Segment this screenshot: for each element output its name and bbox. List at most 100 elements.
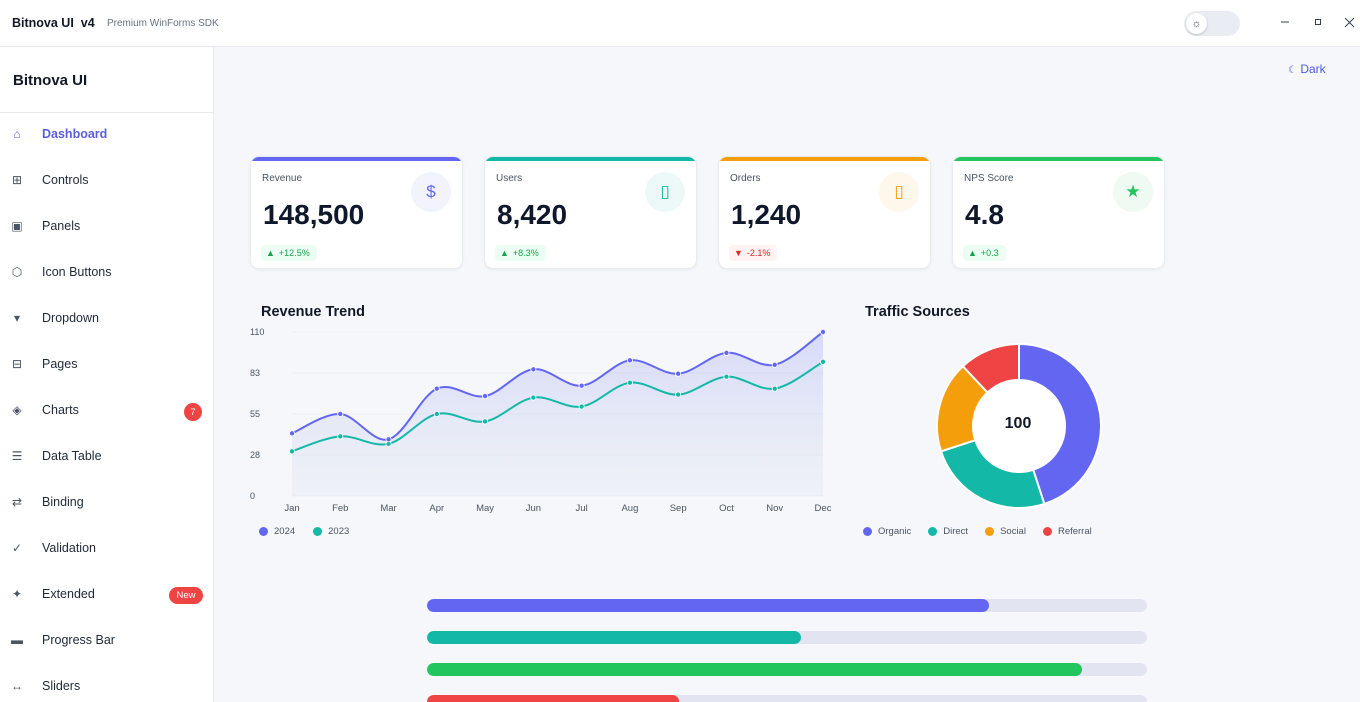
sidebar-brand: Bitnova UI xyxy=(13,72,88,89)
dark-mode-label: Dark xyxy=(1300,62,1326,76)
x-tick-label: Dec xyxy=(815,503,832,514)
y-tick-label: 83 xyxy=(250,368,260,378)
x-tick-label: Feb xyxy=(332,503,348,514)
sidebar-item-sliders[interactable]: ↔ Sliders xyxy=(0,664,213,702)
data-point xyxy=(771,361,778,368)
legend-label: 2023 xyxy=(328,526,350,537)
badge: 7 xyxy=(184,403,202,421)
dark-mode-link[interactable]: ☾ Dark xyxy=(1288,62,1326,76)
kpi-value: 148,500 xyxy=(263,199,365,230)
sidebar-item-pages[interactable]: ⊟ Pages xyxy=(0,342,213,388)
moon-icon: ☾ xyxy=(1288,65,1297,76)
x-tick-label: May xyxy=(476,503,494,514)
arrows-horizontal-icon: ↔ xyxy=(11,679,23,693)
x-tick-label: Mar xyxy=(380,503,396,514)
data-point xyxy=(433,411,440,418)
legend-item: Referral xyxy=(1042,526,1092,537)
donut-center-value: 100 xyxy=(1004,415,1032,432)
sidebar-item-label: Data Table xyxy=(42,449,102,463)
users-icon: ▯ xyxy=(645,172,685,212)
sidebar-item-controls[interactable]: ⊞ Controls xyxy=(0,158,213,204)
divider xyxy=(0,112,213,113)
sidebar-item-label: Charts xyxy=(42,403,79,417)
caret-down-icon: ▾ xyxy=(13,311,21,325)
data-point xyxy=(289,430,296,437)
legend-swatch xyxy=(985,527,995,536)
y-tick-label: 55 xyxy=(250,409,260,419)
data-point xyxy=(675,370,682,377)
dollar-icon: $ xyxy=(411,172,451,212)
check-icon: ✓ xyxy=(11,541,23,555)
data-point xyxy=(626,379,633,386)
diamond-icon: ◈ xyxy=(12,403,22,417)
kpi-value: 1,240 xyxy=(731,199,802,230)
sidebar-item-label: Icon Buttons xyxy=(42,265,112,279)
sidebar-item-dropdown[interactable]: ▾ Dropdown xyxy=(0,296,213,342)
trend-up-icon: ▲ xyxy=(266,248,275,258)
kpi-delta-badge: ▲ +12.5% xyxy=(261,245,317,261)
sidebar-item-label: Pages xyxy=(42,357,78,371)
kpi-icon-glyph: ★ xyxy=(1125,182,1141,201)
donut-hole xyxy=(973,380,1065,472)
kpi-delta-value: +0.3 xyxy=(980,248,999,258)
theme-toggle[interactable]: ☼ xyxy=(1184,11,1240,36)
legend-swatch xyxy=(928,527,938,536)
kpi-delta-badge: ▼ -2.1% xyxy=(729,245,778,261)
sidebar-item-label: Dropdown xyxy=(42,311,99,325)
sidebar-item-label: Validation xyxy=(42,541,96,555)
bar-icon: ▬ xyxy=(11,633,23,647)
minimize-button[interactable] xyxy=(1277,14,1293,30)
maximize-icon xyxy=(1315,19,1321,25)
sidebar-item-data-table[interactable]: ☰ Data Table xyxy=(0,434,213,480)
traffic-sources-title: Traffic Sources xyxy=(865,304,970,320)
y-tick-label: 28 xyxy=(250,450,260,460)
maximize-button[interactable] xyxy=(1310,14,1326,30)
legend-swatch xyxy=(863,527,872,536)
kpi-icon-glyph: $ xyxy=(426,182,436,201)
data-point xyxy=(578,403,585,410)
progress-fill xyxy=(427,695,679,702)
legend-label: 2024 xyxy=(274,526,296,537)
kpi-delta-badge: ▲ +0.3 xyxy=(963,245,1006,261)
data-point xyxy=(530,394,537,401)
x-tick-label: Aug xyxy=(621,503,638,514)
sidebar-item-panels[interactable]: ▣ Panels xyxy=(0,204,213,250)
minimize-icon xyxy=(1281,21,1289,23)
trend-up-icon: ▲ xyxy=(968,248,977,258)
data-point xyxy=(337,411,344,418)
kpi-delta-badge: ▲ +8.3% xyxy=(495,245,546,261)
sun-icon: ☼ xyxy=(1186,13,1207,34)
star-icon: ★ xyxy=(1113,172,1153,212)
sidebar-item-label: Extended xyxy=(42,587,95,601)
sidebar-item-icon-buttons[interactable]: ⬡ Icon Buttons xyxy=(0,250,213,296)
traffic-sources-chart xyxy=(936,342,1102,509)
close-button[interactable] xyxy=(1341,14,1357,30)
data-point xyxy=(385,436,392,443)
sidebar-item-progress-bar[interactable]: ▬ Progress Bar xyxy=(0,618,213,664)
swap-icon: ⇄ xyxy=(11,495,23,509)
data-point xyxy=(723,373,730,380)
area-fill xyxy=(292,332,823,496)
legend-item: Direct xyxy=(928,526,968,537)
hexagon-icon: ⬡ xyxy=(11,265,23,279)
progress-fill xyxy=(427,663,1083,676)
kpi-label: Revenue xyxy=(262,173,303,184)
kpi-delta-value: -2.1% xyxy=(746,248,771,258)
data-point xyxy=(578,382,585,389)
sparkle-icon: ✦ xyxy=(11,587,23,601)
x-tick-label: Oct xyxy=(719,503,734,514)
x-tick-label: Apr xyxy=(429,503,444,514)
y-tick-label: 0 xyxy=(250,491,255,501)
sidebar-item-binding[interactable]: ⇄ Binding xyxy=(0,480,213,526)
sidebar-item-charts[interactable]: ◈ Charts 7 xyxy=(0,388,213,434)
data-point xyxy=(626,357,633,364)
sidebar-item-extended[interactable]: ✦ Extended New xyxy=(0,572,213,618)
sidebar-item-dashboard[interactable]: ⌂ Dashboard xyxy=(0,112,213,158)
data-point xyxy=(530,366,537,373)
y-tick-label: 110 xyxy=(250,327,264,337)
sidebar-item-validation[interactable]: ✓ Validation xyxy=(0,526,213,572)
kpi-delta-value: +12.5% xyxy=(278,248,310,258)
progress-bar xyxy=(427,631,1147,644)
legend-label: Direct xyxy=(943,526,969,537)
trend-down-icon: ▼ xyxy=(734,248,743,258)
